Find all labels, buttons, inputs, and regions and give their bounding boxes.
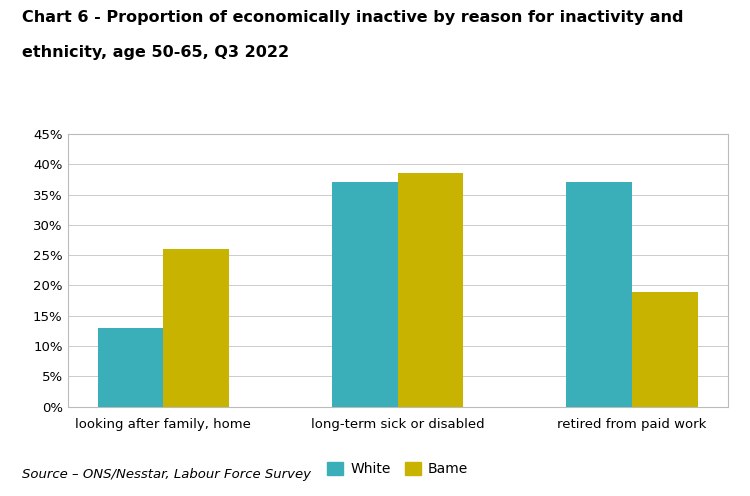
Bar [98,328,164,407]
Bar [164,249,229,407]
Legend: White, Bame: White, Bame [321,456,474,482]
Text: Source – ONS/Nesstar, Labour Force Survey: Source – ONS/Nesstar, Labour Force Surve… [22,468,311,481]
Bar [566,183,632,407]
Bar [632,292,698,407]
Bar [398,173,463,407]
Text: ethnicity, age 50-65, Q3 2022: ethnicity, age 50-65, Q3 2022 [22,45,290,60]
Bar [332,183,398,407]
Text: Chart 6 - Proportion of economically inactive by reason for inactivity and: Chart 6 - Proportion of economically ina… [22,10,684,25]
